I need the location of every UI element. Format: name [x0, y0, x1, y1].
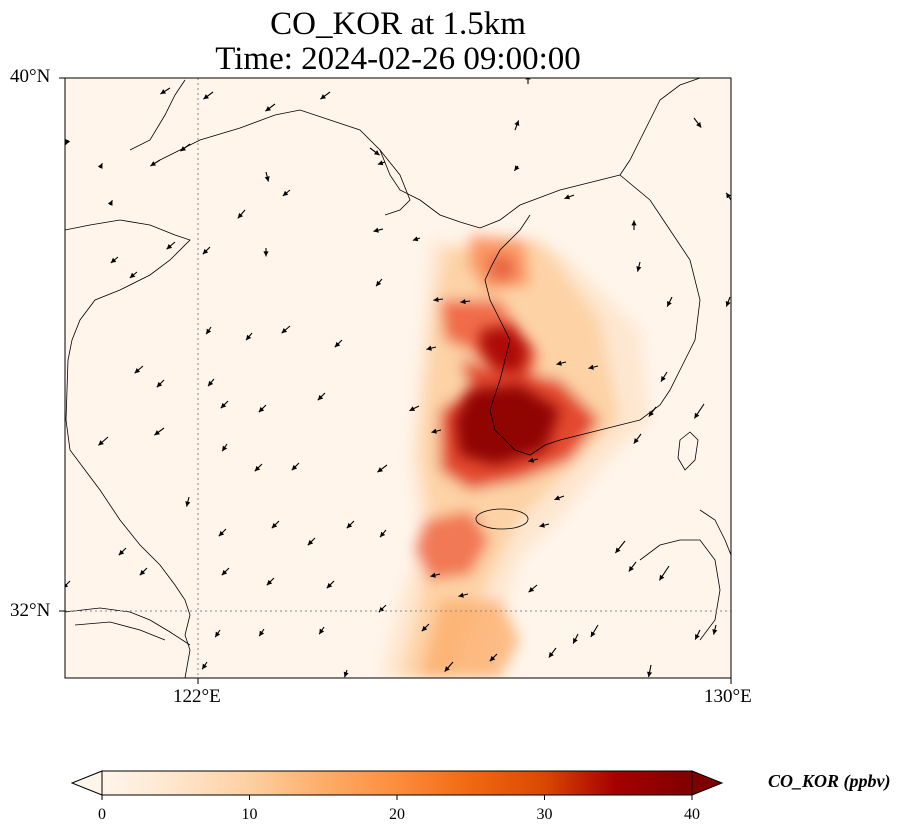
colorbar-gradient — [102, 771, 692, 795]
co-concentration-field — [380, 235, 650, 678]
colorbar-tick-30: 30 — [536, 806, 553, 823]
colorbar-max-extend — [691, 770, 724, 796]
map-title: CO_KOR at 1.5km — [270, 6, 526, 42]
axis-ticks — [59, 77, 732, 684]
gridlines — [65, 78, 731, 678]
colorbar-tick-40: 40 — [684, 806, 700, 823]
wind-vectors — [65, 78, 731, 678]
x-tick-label-122e: 122°E — [173, 686, 221, 707]
y-tick-label-32n: 32°N — [10, 600, 51, 621]
map-frame — [64, 77, 732, 679]
x-tick-label-130e: 130°E — [704, 686, 752, 707]
coastlines — [65, 78, 731, 678]
y-tick-label-40n: 40°N — [10, 66, 51, 87]
colorbar-min-extend — [70, 770, 103, 796]
colorbar-tick-20: 20 — [389, 806, 405, 823]
colorbar-tick-10: 10 — [241, 806, 258, 823]
map-time-subtitle: Time: 2024-02-26 09:00:00 — [215, 41, 581, 77]
colorbar-tick-0: 0 — [98, 806, 106, 823]
colorbar-label: CO_KOR (ppbv) — [768, 771, 891, 791]
